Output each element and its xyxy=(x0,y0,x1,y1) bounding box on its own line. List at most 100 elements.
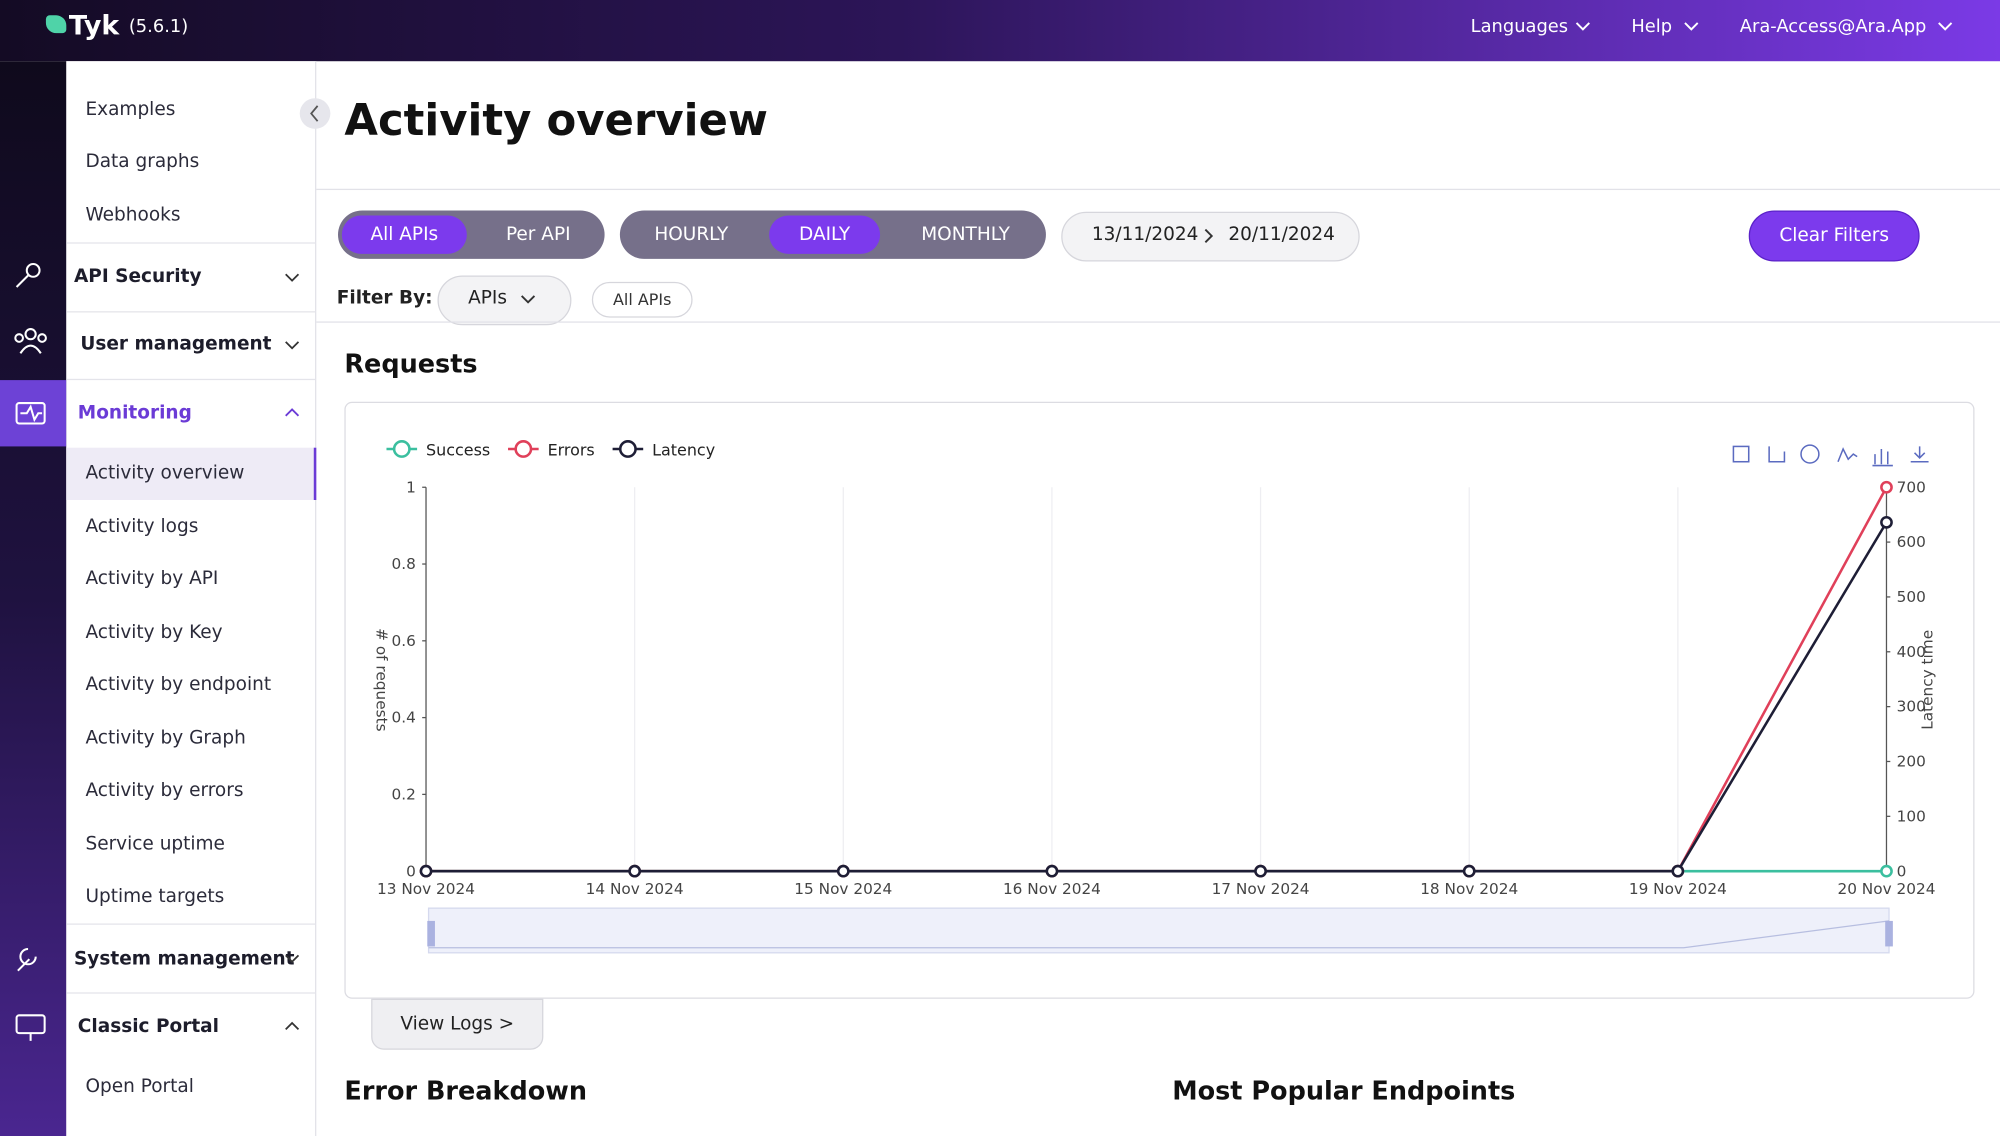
point xyxy=(1880,864,1893,878)
section-title: Most Popular Endpoints xyxy=(1172,1075,1516,1106)
legend-label[interactable]: Success xyxy=(426,440,490,459)
legend-label[interactable]: Errors xyxy=(548,440,595,459)
rail-icons[interactable] xyxy=(0,61,66,1136)
date-to: 20/11/2024 xyxy=(1228,224,1335,245)
y2-tick-label: 700 xyxy=(1897,478,1926,496)
y-tick-label: 0.4 xyxy=(391,709,415,727)
y2-tick-label: 100 xyxy=(1897,807,1926,825)
point xyxy=(1045,864,1059,878)
menu-item[interactable]: Languages xyxy=(1470,16,1569,37)
chart-card xyxy=(344,401,1975,999)
series-line xyxy=(426,486,1888,873)
chart-toolbox[interactable] xyxy=(1732,444,1929,467)
nav-link[interactable]: Webhooks xyxy=(85,205,181,226)
nav-link[interactable]: Service uptime xyxy=(85,833,225,854)
filter-dropdown-label: APIs xyxy=(468,288,508,309)
toggle-option[interactable]: All APIs xyxy=(341,215,467,254)
x-tick-label: 15 Nov 2024 xyxy=(794,880,892,898)
icon-rail xyxy=(0,61,67,1136)
x-tick-label: 17 Nov 2024 xyxy=(1212,880,1310,898)
divider xyxy=(66,923,316,925)
nav-link[interactable]: Activity by errors xyxy=(85,780,244,802)
chart: 13 Nov 2024 14 Nov 2024 15 Nov 2024 16 Nov … xyxy=(372,440,1936,954)
y2-tick-label: 400 xyxy=(1897,643,1926,661)
x-tick-label: 13 Nov 2024 xyxy=(377,880,475,898)
nav-section[interactable]: Monitoring xyxy=(77,403,192,424)
nav-link[interactable]: Activity by Graph xyxy=(85,727,246,749)
top-bar: Tyk (5.6.1) Languages Help Ara-Access@Ar… xyxy=(0,0,2000,62)
zoom-handle[interactable] xyxy=(427,920,435,947)
filter-label: Filter By: xyxy=(336,288,433,309)
y-tick-label: 0.8 xyxy=(391,555,415,573)
toggle-option[interactable]: MONTHLY xyxy=(921,224,1010,245)
nav-link[interactable]: Activity logs xyxy=(85,515,199,537)
chevrons xyxy=(1575,22,1953,31)
nav-link[interactable]: Activity overview xyxy=(85,463,245,484)
menu-item[interactable]: Ara-Access@Ara.App xyxy=(1739,16,1927,37)
date-range[interactable] xyxy=(1061,211,1360,262)
y2-axis-label: Latency time xyxy=(1918,630,1936,730)
toggle-option[interactable]: DAILY xyxy=(769,215,881,254)
toggle-option[interactable]: HOURLY xyxy=(654,224,729,245)
chevron xyxy=(521,295,536,304)
sidebar-chevrons xyxy=(285,98,331,1030)
section-title: Error Breakdown xyxy=(344,1075,587,1106)
menu-item[interactable]: Help xyxy=(1631,16,1673,37)
legend-marker xyxy=(514,440,533,458)
point xyxy=(419,864,433,878)
point xyxy=(836,864,850,878)
x-tick-label: 16 Nov 2024 xyxy=(1003,880,1101,898)
y-tick-label: 1 xyxy=(406,478,416,496)
nav-link[interactable]: Data graphs xyxy=(85,151,200,173)
y-tick-label: 0.6 xyxy=(391,632,415,650)
filter-dropdown[interactable] xyxy=(437,275,572,326)
zoom-slider[interactable] xyxy=(427,907,1890,954)
x-tick-label: 14 Nov 2024 xyxy=(586,880,684,898)
logo-icon xyxy=(45,15,67,34)
legend-marker xyxy=(392,440,411,458)
version: (5.6.1) xyxy=(128,16,189,37)
nav-section[interactable]: User management xyxy=(80,334,272,355)
nav-link[interactable]: Activity by API xyxy=(85,568,219,590)
point xyxy=(1462,864,1476,878)
y2-tick-label: 0 xyxy=(1897,862,1907,880)
arrow xyxy=(1204,228,1214,244)
series-line xyxy=(426,521,1888,873)
active-link-bg xyxy=(66,447,317,500)
nav-section[interactable]: Classic Portal xyxy=(77,1016,220,1037)
nav-section[interactable]: System management xyxy=(73,948,295,970)
y2-tick-label: 300 xyxy=(1897,698,1926,716)
sidebar xyxy=(66,61,317,1136)
y-axis-label: # of requests xyxy=(372,628,390,731)
y2-tick-label: 200 xyxy=(1897,753,1926,771)
point xyxy=(628,864,642,878)
nav-link[interactable]: Activity by Key xyxy=(85,621,223,643)
divider xyxy=(66,311,316,313)
legend-label[interactable]: Latency xyxy=(652,440,715,459)
toggle-option[interactable]: Per API xyxy=(505,224,571,245)
brand[interactable]: Tyk xyxy=(68,10,120,41)
page-title: Activity overview xyxy=(344,95,768,147)
view-logs-button[interactable]: View Logs > xyxy=(371,998,544,1050)
x-tick-label: 20 Nov 2024 xyxy=(1837,880,1935,898)
nav-section[interactable]: API Security xyxy=(73,266,202,287)
date-from: 13/11/2024 xyxy=(1091,224,1199,245)
y2-tick-label: 500 xyxy=(1897,588,1926,606)
nav-link[interactable]: Uptime targets xyxy=(85,886,225,907)
clear-filters-button[interactable]: Clear Filters xyxy=(1748,210,1920,262)
divider xyxy=(66,378,316,381)
section-title: Requests xyxy=(344,348,478,379)
y2-tick-label: 600 xyxy=(1897,533,1926,551)
point xyxy=(1254,864,1267,878)
nav-link[interactable]: Activity by endpoint xyxy=(85,674,272,696)
nav-link[interactable]: Open Portal xyxy=(85,1076,194,1097)
point xyxy=(1671,864,1685,878)
zoom-handle[interactable] xyxy=(1885,920,1893,947)
divider xyxy=(316,321,2000,323)
filter-chip[interactable]: All APIs xyxy=(591,281,693,318)
legend-marker xyxy=(618,440,637,458)
zoom-preview xyxy=(428,920,1890,949)
nav-link[interactable]: Examples xyxy=(85,99,176,120)
